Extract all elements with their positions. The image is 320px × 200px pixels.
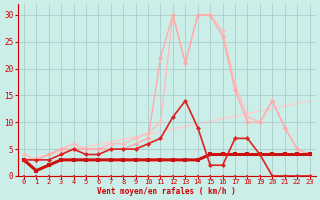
X-axis label: Vent moyen/en rafales ( km/h ): Vent moyen/en rafales ( km/h ) bbox=[97, 187, 236, 196]
